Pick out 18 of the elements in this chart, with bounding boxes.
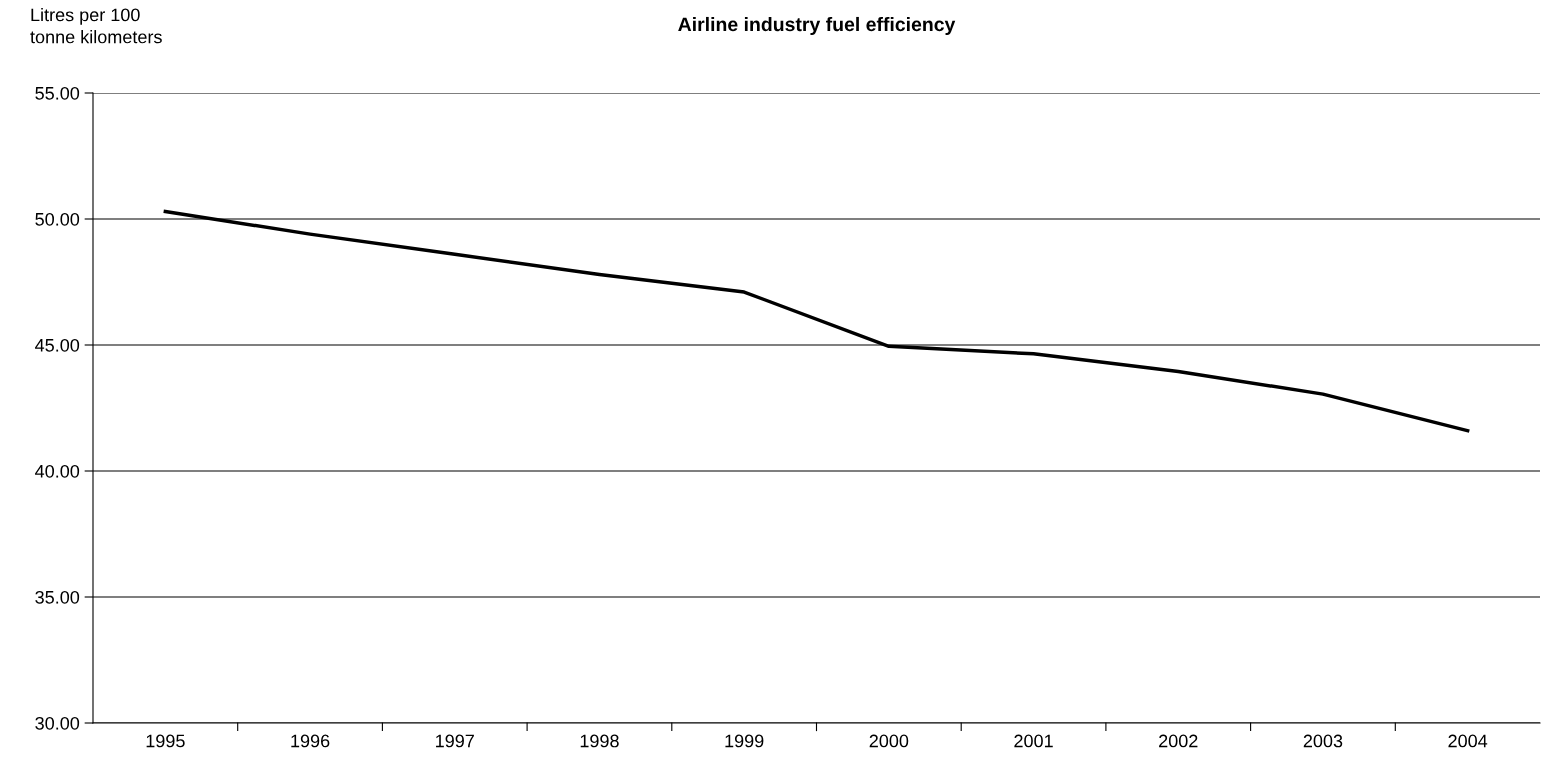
- x-tick-label: 1998: [580, 734, 619, 748]
- x-tick-label: 1996: [291, 734, 330, 748]
- y-axis-title: Litres per 100 tonne kilometers: [30, 8, 162, 44]
- x-tick-label: 1997: [436, 734, 474, 748]
- x-tick-label: 1995: [146, 734, 185, 748]
- x-tick-label: 2002: [1159, 734, 1198, 748]
- x-tick-label: 1999: [725, 734, 764, 748]
- y-tick-label: 50.00: [35, 212, 80, 226]
- x-tick-label: 2004: [1448, 734, 1488, 748]
- y-tick-label: 45.00: [35, 338, 80, 352]
- x-tick-label: 2001: [1014, 734, 1053, 748]
- y-tick-label: 40.00: [35, 464, 80, 478]
- y-tick-label: 35.00: [35, 590, 80, 604]
- x-tick-label: 2000: [869, 734, 909, 748]
- chart-title: Airline industry fuel efficiency: [678, 16, 956, 36]
- y-tick-label: 30.00: [35, 716, 80, 730]
- y-tick-label: 55.00: [35, 86, 80, 100]
- x-tick-label: 2003: [1303, 734, 1343, 748]
